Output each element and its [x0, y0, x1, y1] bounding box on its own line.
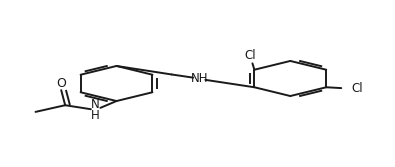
Text: Cl: Cl	[245, 49, 256, 62]
Text: Cl: Cl	[351, 82, 363, 95]
Text: N
H: N H	[90, 98, 99, 122]
Text: NH: NH	[190, 72, 208, 85]
Text: O: O	[56, 77, 66, 90]
